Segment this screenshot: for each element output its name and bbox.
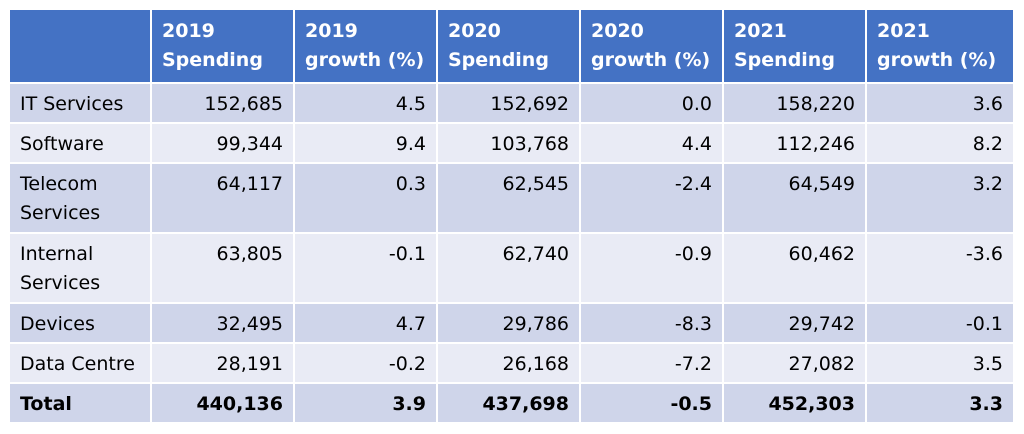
table-cell: 3.2	[867, 164, 1013, 234]
table-cell: 440,136	[152, 384, 295, 424]
table-cell: 152,692	[438, 84, 581, 124]
table-cell: 152,685	[152, 84, 295, 124]
header-cell-2020-growth: 2020 growth (%)	[581, 10, 724, 84]
row-label: Devices	[10, 304, 152, 344]
table-cell: -0.1	[867, 304, 1013, 344]
table-cell: 62,740	[438, 234, 581, 304]
header-cell-2019-growth: 2019 growth (%)	[295, 10, 438, 84]
table-row-total: Total 440,136 3.9 437,698 -0.5 452,303 3…	[10, 384, 1013, 424]
spending-table: 2019 Spending 2019 growth (%) 2020 Spend…	[10, 10, 1013, 424]
table-cell: 29,742	[724, 304, 867, 344]
table-header-row: 2019 Spending 2019 growth (%) 2020 Spend…	[10, 10, 1013, 84]
table-cell: 99,344	[152, 124, 295, 164]
table-cell: -0.9	[581, 234, 724, 304]
table-cell: 63,805	[152, 234, 295, 304]
header-cell-2020-spending: 2020 Spending	[438, 10, 581, 84]
table-row: IT Services 152,685 4.5 152,692 0.0 158,…	[10, 84, 1013, 124]
table-cell: 3.3	[867, 384, 1013, 424]
table-cell: 8.2	[867, 124, 1013, 164]
table-cell: 27,082	[724, 344, 867, 384]
table-cell: 0.3	[295, 164, 438, 234]
table-cell: 26,168	[438, 344, 581, 384]
table-cell: -0.5	[581, 384, 724, 424]
table-cell: 9.4	[295, 124, 438, 164]
table-cell: 112,246	[724, 124, 867, 164]
table-cell: 3.9	[295, 384, 438, 424]
table-cell: 158,220	[724, 84, 867, 124]
table-cell: 60,462	[724, 234, 867, 304]
header-cell-2019-spending: 2019 Spending	[152, 10, 295, 84]
table-cell: -0.1	[295, 234, 438, 304]
table-cell: 64,117	[152, 164, 295, 234]
table-cell: 4.5	[295, 84, 438, 124]
row-label: IT Services	[10, 84, 152, 124]
table-cell: -7.2	[581, 344, 724, 384]
header-cell-corner	[10, 10, 152, 84]
table-cell: -0.2	[295, 344, 438, 384]
table-cell: 4.7	[295, 304, 438, 344]
table-row: Devices 32,495 4.7 29,786 -8.3 29,742 -0…	[10, 304, 1013, 344]
table-cell: 3.6	[867, 84, 1013, 124]
row-label: Data Centre	[10, 344, 152, 384]
table-cell: 3.5	[867, 344, 1013, 384]
table-cell: -3.6	[867, 234, 1013, 304]
table-cell: 64,549	[724, 164, 867, 234]
table-cell: 28,191	[152, 344, 295, 384]
table-cell: 4.4	[581, 124, 724, 164]
row-label: Telecom Services	[10, 164, 152, 234]
table-cell: 0.0	[581, 84, 724, 124]
table-cell: -8.3	[581, 304, 724, 344]
table-row: Software 99,344 9.4 103,768 4.4 112,246 …	[10, 124, 1013, 164]
table-cell: 452,303	[724, 384, 867, 424]
header-cell-2021-spending: 2021 Spending	[724, 10, 867, 84]
header-cell-2021-growth: 2021 growth (%)	[867, 10, 1013, 84]
table-cell: 62,545	[438, 164, 581, 234]
row-label: Internal Services	[10, 234, 152, 304]
table-cell: 32,495	[152, 304, 295, 344]
table-cell: -2.4	[581, 164, 724, 234]
row-label: Software	[10, 124, 152, 164]
table-cell: 29,786	[438, 304, 581, 344]
row-label: Total	[10, 384, 152, 424]
table-cell: 437,698	[438, 384, 581, 424]
table-row: Data Centre 28,191 -0.2 26,168 -7.2 27,0…	[10, 344, 1013, 384]
table-row: Telecom Services 64,117 0.3 62,545 -2.4 …	[10, 164, 1013, 234]
table-cell: 103,768	[438, 124, 581, 164]
table-row: Internal Services 63,805 -0.1 62,740 -0.…	[10, 234, 1013, 304]
